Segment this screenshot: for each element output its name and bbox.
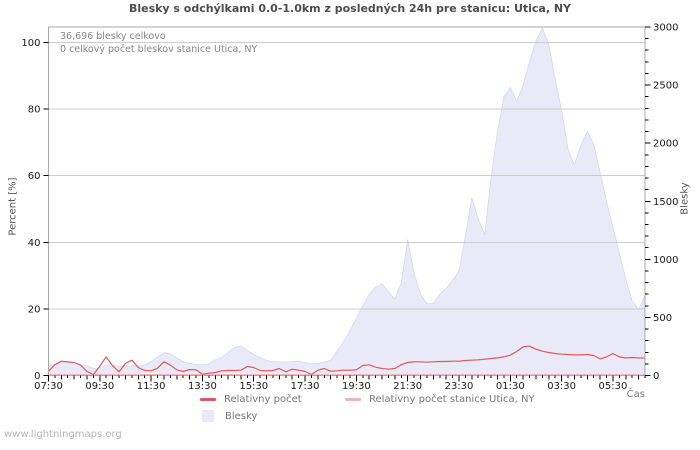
right-tick-label: 1500 — [653, 197, 678, 208]
x-tick-label: 07:30 — [34, 381, 63, 392]
left-axis-title: Percent [%] — [7, 177, 19, 236]
relative-line-swatch — [200, 398, 216, 401]
legend-item-blesky: Blesky — [202, 410, 257, 422]
right-tick-label: 500 — [653, 313, 672, 324]
left-tick-label: 0 — [34, 371, 40, 382]
blesky-area-series — [48, 27, 646, 376]
right-axis-title: Blesky — [679, 182, 691, 215]
legend-label-relative-station: Relativny počet stanice Utica, NY — [369, 394, 535, 405]
x-tick-label: 05:30 — [599, 381, 628, 392]
chart-title: Blesky s odchýlkami 0.0-1.0km z posledný… — [128, 2, 572, 15]
legend-item-relative-station: Relativny počet stanice Utica, NY — [345, 394, 535, 405]
x-tick-label: 11:30 — [137, 381, 166, 392]
left-tick-label: 40 — [28, 238, 41, 249]
left-tick-label: 100 — [21, 38, 40, 49]
x-tick-label: 13:30 — [188, 381, 217, 392]
right-tick-label: 2000 — [653, 139, 678, 150]
right-tick-label: 1000 — [653, 255, 678, 266]
relative-line-series — [48, 345, 646, 376]
left-tick-label: 20 — [28, 304, 41, 315]
right-tick-label: 3000 — [653, 23, 678, 34]
x-tick-label: 01:30 — [496, 381, 525, 392]
watermark: www.lightningmaps.org — [4, 429, 122, 440]
legend-label-blesky: Blesky — [225, 410, 258, 422]
total-lightning-annotation: 36,696 blesky celkovo — [60, 31, 166, 42]
right-tick-label: 0 — [653, 371, 659, 382]
x-tick-label: 03:30 — [547, 381, 576, 392]
x-tick-label: 17:30 — [291, 381, 320, 392]
legend-label-relative: Relativny počet — [224, 394, 302, 405]
x-tick-label: 19:30 — [342, 381, 371, 392]
relative-station-line-swatch — [345, 398, 361, 401]
left-tick-label: 80 — [28, 105, 41, 116]
blesky-area-swatch — [202, 410, 214, 422]
legend-item-relative: Relativny počet — [200, 394, 302, 405]
left-tick-label: 60 — [28, 171, 41, 182]
x-tick-label: 21:30 — [393, 381, 422, 392]
x-tick-label: 15:30 — [239, 381, 268, 392]
x-axis-title: Čas — [626, 389, 645, 400]
x-tick-label: 23:30 — [445, 381, 474, 392]
x-tick-label: 09:30 — [85, 381, 114, 392]
right-tick-label: 2500 — [653, 81, 678, 92]
station-total-annotation: 0 celkový počet bleskov stanice Utica, N… — [60, 44, 258, 55]
